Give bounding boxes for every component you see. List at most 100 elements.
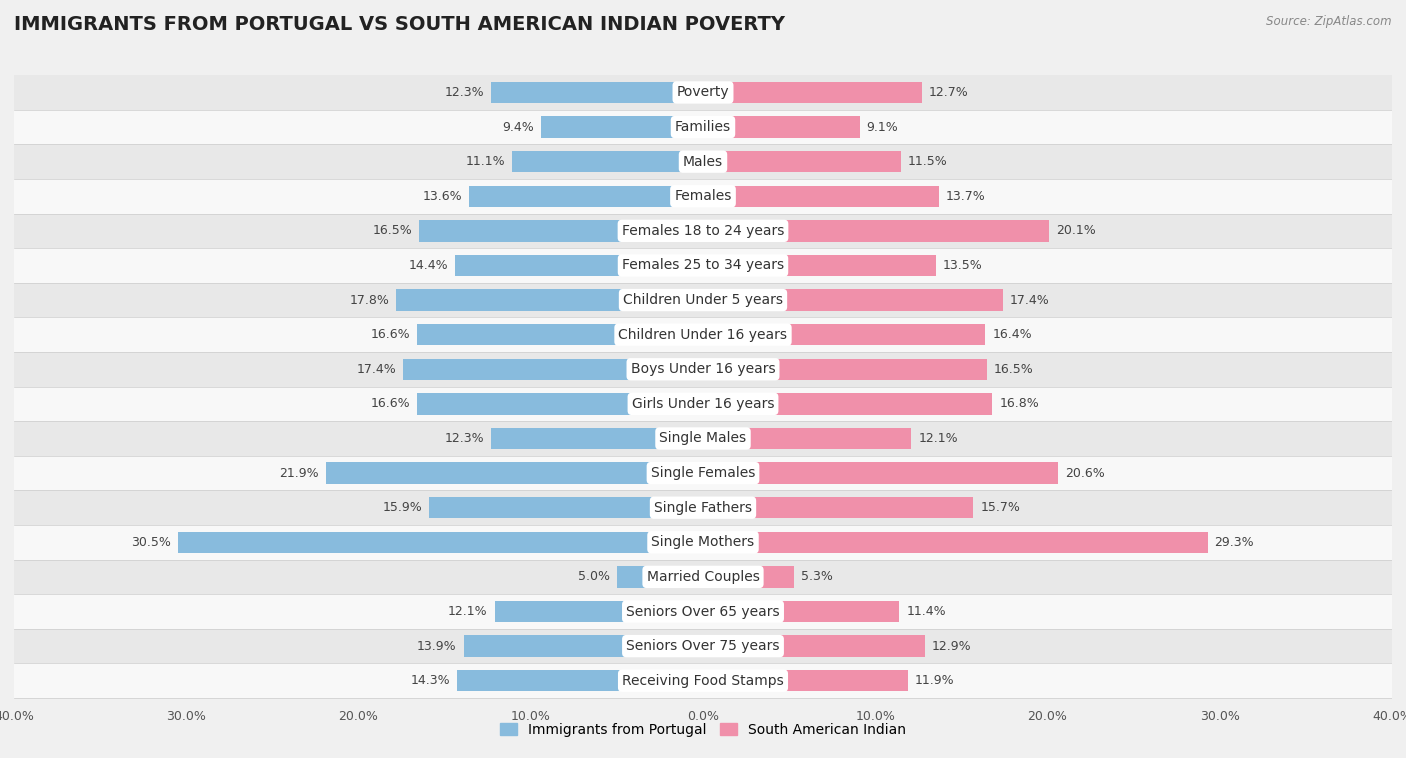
- Bar: [14, 387, 1392, 421]
- Bar: [703, 255, 935, 276]
- Text: 15.9%: 15.9%: [382, 501, 422, 514]
- Bar: [456, 255, 703, 276]
- Bar: [703, 601, 900, 622]
- Bar: [418, 324, 703, 346]
- Text: Girls Under 16 years: Girls Under 16 years: [631, 397, 775, 411]
- Text: 29.3%: 29.3%: [1215, 536, 1254, 549]
- Text: 12.9%: 12.9%: [932, 640, 972, 653]
- Bar: [14, 663, 1392, 698]
- Bar: [703, 393, 993, 415]
- Text: 14.3%: 14.3%: [411, 674, 450, 688]
- Text: 9.4%: 9.4%: [502, 121, 534, 133]
- Text: 17.8%: 17.8%: [350, 293, 389, 306]
- Text: Poverty: Poverty: [676, 86, 730, 99]
- Text: Single Mothers: Single Mothers: [651, 535, 755, 550]
- Text: Families: Families: [675, 120, 731, 134]
- Bar: [703, 116, 859, 138]
- Text: Males: Males: [683, 155, 723, 168]
- Bar: [396, 290, 703, 311]
- Bar: [703, 635, 925, 657]
- Bar: [703, 359, 987, 380]
- Text: 12.1%: 12.1%: [918, 432, 957, 445]
- Text: 13.9%: 13.9%: [418, 640, 457, 653]
- Bar: [703, 566, 794, 587]
- Text: 14.4%: 14.4%: [409, 259, 449, 272]
- Text: Children Under 5 years: Children Under 5 years: [623, 293, 783, 307]
- Text: Single Fathers: Single Fathers: [654, 501, 752, 515]
- Bar: [703, 186, 939, 207]
- Bar: [512, 151, 703, 172]
- Bar: [703, 462, 1057, 484]
- Text: 12.3%: 12.3%: [444, 86, 484, 99]
- Bar: [703, 151, 901, 172]
- Text: Source: ZipAtlas.com: Source: ZipAtlas.com: [1267, 15, 1392, 28]
- Bar: [703, 290, 1002, 311]
- Text: 5.3%: 5.3%: [801, 571, 832, 584]
- Legend: Immigrants from Portugal, South American Indian: Immigrants from Portugal, South American…: [495, 718, 911, 743]
- Text: Seniors Over 65 years: Seniors Over 65 years: [626, 605, 780, 619]
- Text: 16.4%: 16.4%: [993, 328, 1032, 341]
- Text: 11.1%: 11.1%: [465, 155, 505, 168]
- Text: Seniors Over 75 years: Seniors Over 75 years: [626, 639, 780, 653]
- Text: 30.5%: 30.5%: [131, 536, 170, 549]
- Text: 17.4%: 17.4%: [357, 363, 396, 376]
- Bar: [703, 220, 1049, 242]
- Bar: [703, 82, 922, 103]
- Bar: [14, 594, 1392, 629]
- Text: 11.9%: 11.9%: [915, 674, 955, 688]
- Bar: [14, 144, 1392, 179]
- Bar: [14, 283, 1392, 318]
- Bar: [177, 531, 703, 553]
- Bar: [464, 635, 703, 657]
- Text: 16.5%: 16.5%: [373, 224, 412, 237]
- Bar: [703, 670, 908, 691]
- Text: 5.0%: 5.0%: [578, 571, 610, 584]
- Bar: [468, 186, 703, 207]
- Bar: [14, 421, 1392, 456]
- Bar: [404, 359, 703, 380]
- Bar: [457, 670, 703, 691]
- Text: 16.8%: 16.8%: [1000, 397, 1039, 410]
- Text: Single Females: Single Females: [651, 466, 755, 480]
- Text: Boys Under 16 years: Boys Under 16 years: [631, 362, 775, 376]
- Bar: [14, 629, 1392, 663]
- Bar: [429, 497, 703, 518]
- Text: 16.6%: 16.6%: [371, 397, 411, 410]
- Text: Receiving Food Stamps: Receiving Food Stamps: [621, 674, 785, 688]
- Text: 11.4%: 11.4%: [907, 605, 946, 618]
- Bar: [14, 110, 1392, 144]
- Bar: [14, 179, 1392, 214]
- Bar: [703, 324, 986, 346]
- Bar: [14, 75, 1392, 110]
- Text: 12.7%: 12.7%: [928, 86, 969, 99]
- Bar: [14, 318, 1392, 352]
- Text: 16.6%: 16.6%: [371, 328, 411, 341]
- Text: Single Males: Single Males: [659, 431, 747, 446]
- Bar: [541, 116, 703, 138]
- Text: 9.1%: 9.1%: [866, 121, 898, 133]
- Bar: [703, 428, 911, 449]
- Text: 13.7%: 13.7%: [946, 190, 986, 202]
- Bar: [419, 220, 703, 242]
- Text: 12.3%: 12.3%: [444, 432, 484, 445]
- Text: 21.9%: 21.9%: [280, 467, 319, 480]
- Bar: [14, 525, 1392, 559]
- Text: 20.6%: 20.6%: [1064, 467, 1105, 480]
- Text: Children Under 16 years: Children Under 16 years: [619, 327, 787, 342]
- Text: 20.1%: 20.1%: [1056, 224, 1095, 237]
- Bar: [491, 82, 703, 103]
- Text: Females: Females: [675, 190, 731, 203]
- Bar: [14, 352, 1392, 387]
- Text: 16.5%: 16.5%: [994, 363, 1033, 376]
- Bar: [703, 531, 1208, 553]
- Text: 15.7%: 15.7%: [980, 501, 1021, 514]
- Bar: [491, 428, 703, 449]
- Text: 12.1%: 12.1%: [449, 605, 488, 618]
- Bar: [495, 601, 703, 622]
- Bar: [14, 248, 1392, 283]
- Bar: [617, 566, 703, 587]
- Bar: [703, 497, 973, 518]
- Text: 13.5%: 13.5%: [942, 259, 983, 272]
- Bar: [14, 214, 1392, 248]
- Text: 17.4%: 17.4%: [1010, 293, 1049, 306]
